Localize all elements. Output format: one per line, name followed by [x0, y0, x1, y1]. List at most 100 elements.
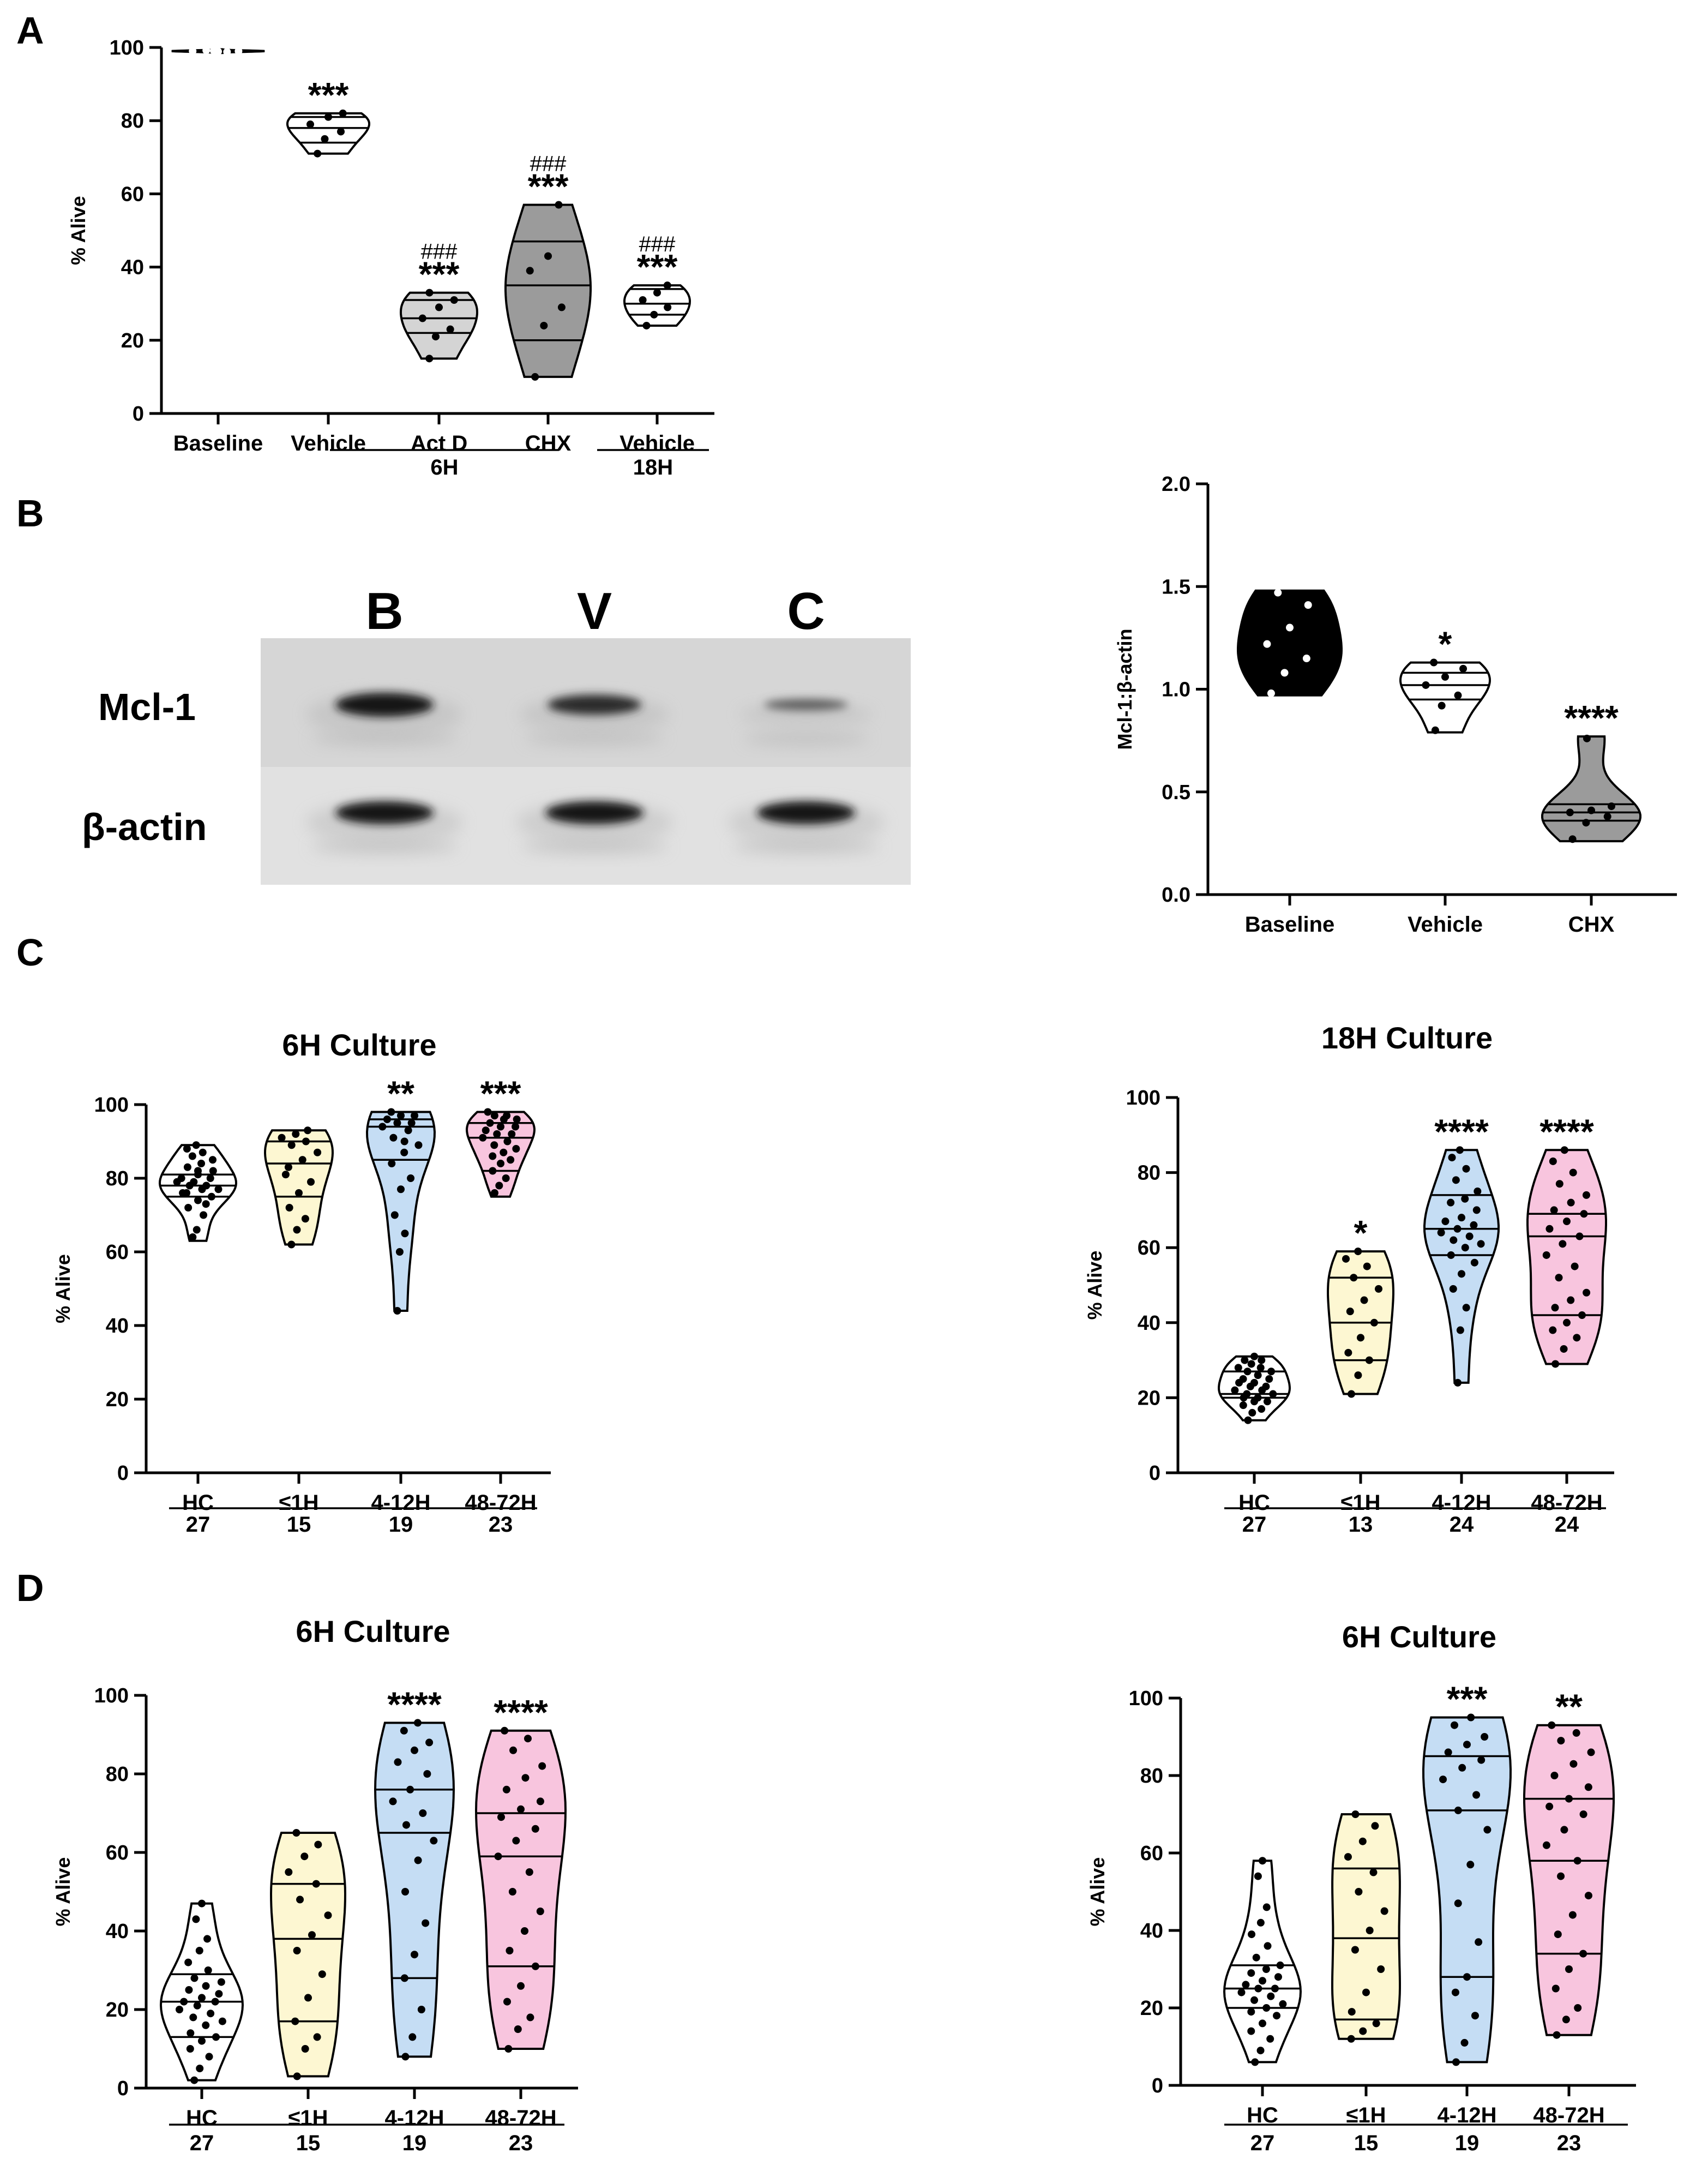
violin-shape [504, 203, 592, 378]
data-point [1431, 726, 1439, 734]
data-point [1348, 2008, 1356, 2016]
data-point [536, 1908, 544, 1915]
data-point [313, 2033, 321, 2041]
panel-label-b: B [16, 492, 44, 535]
x-category-label: ≤1H [288, 2106, 328, 2130]
chart-c-right: 0 20 40 60 80 100 % Alive 18H Culture HC ≤1H 4-12H… [1084, 1021, 1614, 1537]
data-point [1567, 1296, 1575, 1304]
data-point [490, 1112, 498, 1120]
blot-band [764, 699, 848, 711]
x-category-label: Vehicle [620, 431, 695, 455]
data-point [501, 1726, 509, 1735]
sample-size-label: 15 [296, 2131, 321, 2155]
data-point [1550, 1772, 1559, 1779]
data-point [215, 1990, 223, 1998]
data-point [1471, 2012, 1479, 2020]
group-label: 18H [633, 455, 673, 479]
significance-label: * [1439, 625, 1452, 664]
violin-shape [1526, 1149, 1607, 1365]
data-point [200, 1211, 208, 1219]
data-point [193, 1226, 201, 1234]
data-point [1271, 1984, 1279, 1993]
sample-size-label: 23 [1557, 2131, 1581, 2155]
data-point [1470, 1258, 1478, 1267]
significance-label: *** [528, 167, 569, 206]
data-point [1354, 1371, 1362, 1380]
western-blot: B V C Mcl-1 β-actin [82, 582, 911, 885]
data-point [1462, 1304, 1470, 1312]
data-point [324, 113, 332, 121]
sample-size-label: 27 [186, 1513, 211, 1537]
data-point [176, 2006, 184, 2013]
data-point [1350, 1274, 1358, 1282]
y-axis-label: Mcl-1:β-actin [1114, 629, 1136, 750]
significance-label: *** [637, 247, 678, 286]
data-point [1234, 1364, 1242, 1372]
data-point [1578, 1311, 1586, 1320]
data-point [1542, 1251, 1550, 1259]
data-point [1584, 1892, 1592, 1900]
data-point [503, 1112, 511, 1120]
data-point [300, 1852, 309, 1861]
data-point [414, 1856, 422, 1864]
data-point [318, 1970, 326, 1978]
sample-size-label: 23 [509, 2131, 533, 2155]
data-point [557, 303, 566, 311]
data-point [295, 1189, 303, 1197]
violin-shape [263, 1129, 334, 1246]
data-point [339, 109, 347, 117]
significance-label: **** [494, 1693, 548, 1732]
y-tick-label: 20 [1138, 1387, 1160, 1410]
data-point [514, 2025, 522, 2033]
data-point [217, 1978, 225, 1986]
data-point [407, 1119, 416, 1127]
group-label: 6H [430, 455, 458, 479]
y-tick-label: 0 [117, 1462, 129, 1485]
y-tick-label: 80 [121, 110, 144, 133]
violin-shape [1399, 661, 1492, 734]
x-category-label: Baseline [1245, 913, 1335, 937]
data-point [1575, 1232, 1584, 1240]
data-point [1279, 2000, 1287, 2008]
data-point [450, 296, 458, 304]
data-point [401, 1230, 409, 1238]
data-point [1430, 658, 1438, 667]
data-point [393, 1307, 401, 1315]
data-point [413, 1719, 422, 1727]
hash-significance-label: ### [530, 152, 567, 176]
data-point [1453, 1225, 1462, 1233]
y-tick-label: 100 [94, 1094, 129, 1117]
data-point [1607, 802, 1615, 811]
data-point [404, 1126, 412, 1135]
data-point [1342, 1255, 1350, 1263]
data-point [1262, 2004, 1271, 2012]
data-point [402, 1821, 410, 1829]
data-point [1459, 664, 1468, 673]
y-tick-label: 40 [106, 1315, 129, 1338]
y-tick-label: 0.0 [1162, 884, 1190, 907]
data-point [400, 1974, 408, 1982]
data-point [512, 1837, 520, 1845]
data-point [186, 2045, 194, 2053]
data-point [503, 1137, 512, 1146]
data-point [544, 252, 552, 260]
data-point [394, 1758, 402, 1766]
data-point [1370, 1318, 1378, 1327]
data-point [1447, 1198, 1455, 1207]
data-point [307, 1178, 315, 1186]
data-point [418, 314, 426, 322]
data-point [184, 1958, 193, 1966]
sample-size-label: 13 [1349, 1513, 1373, 1537]
data-point [401, 2053, 410, 2061]
data-point [1579, 1810, 1587, 1818]
data-point [497, 1123, 504, 1131]
data-point [1572, 1729, 1580, 1737]
data-point [1244, 1416, 1252, 1424]
data-point [1569, 1168, 1577, 1177]
y-tick-label: 80 [106, 1167, 129, 1190]
data-point [431, 333, 440, 341]
y-tick-label: 1.5 [1162, 575, 1190, 598]
data-point [1256, 2047, 1265, 2055]
data-point [1359, 2027, 1367, 2035]
data-point [1264, 1942, 1272, 1950]
